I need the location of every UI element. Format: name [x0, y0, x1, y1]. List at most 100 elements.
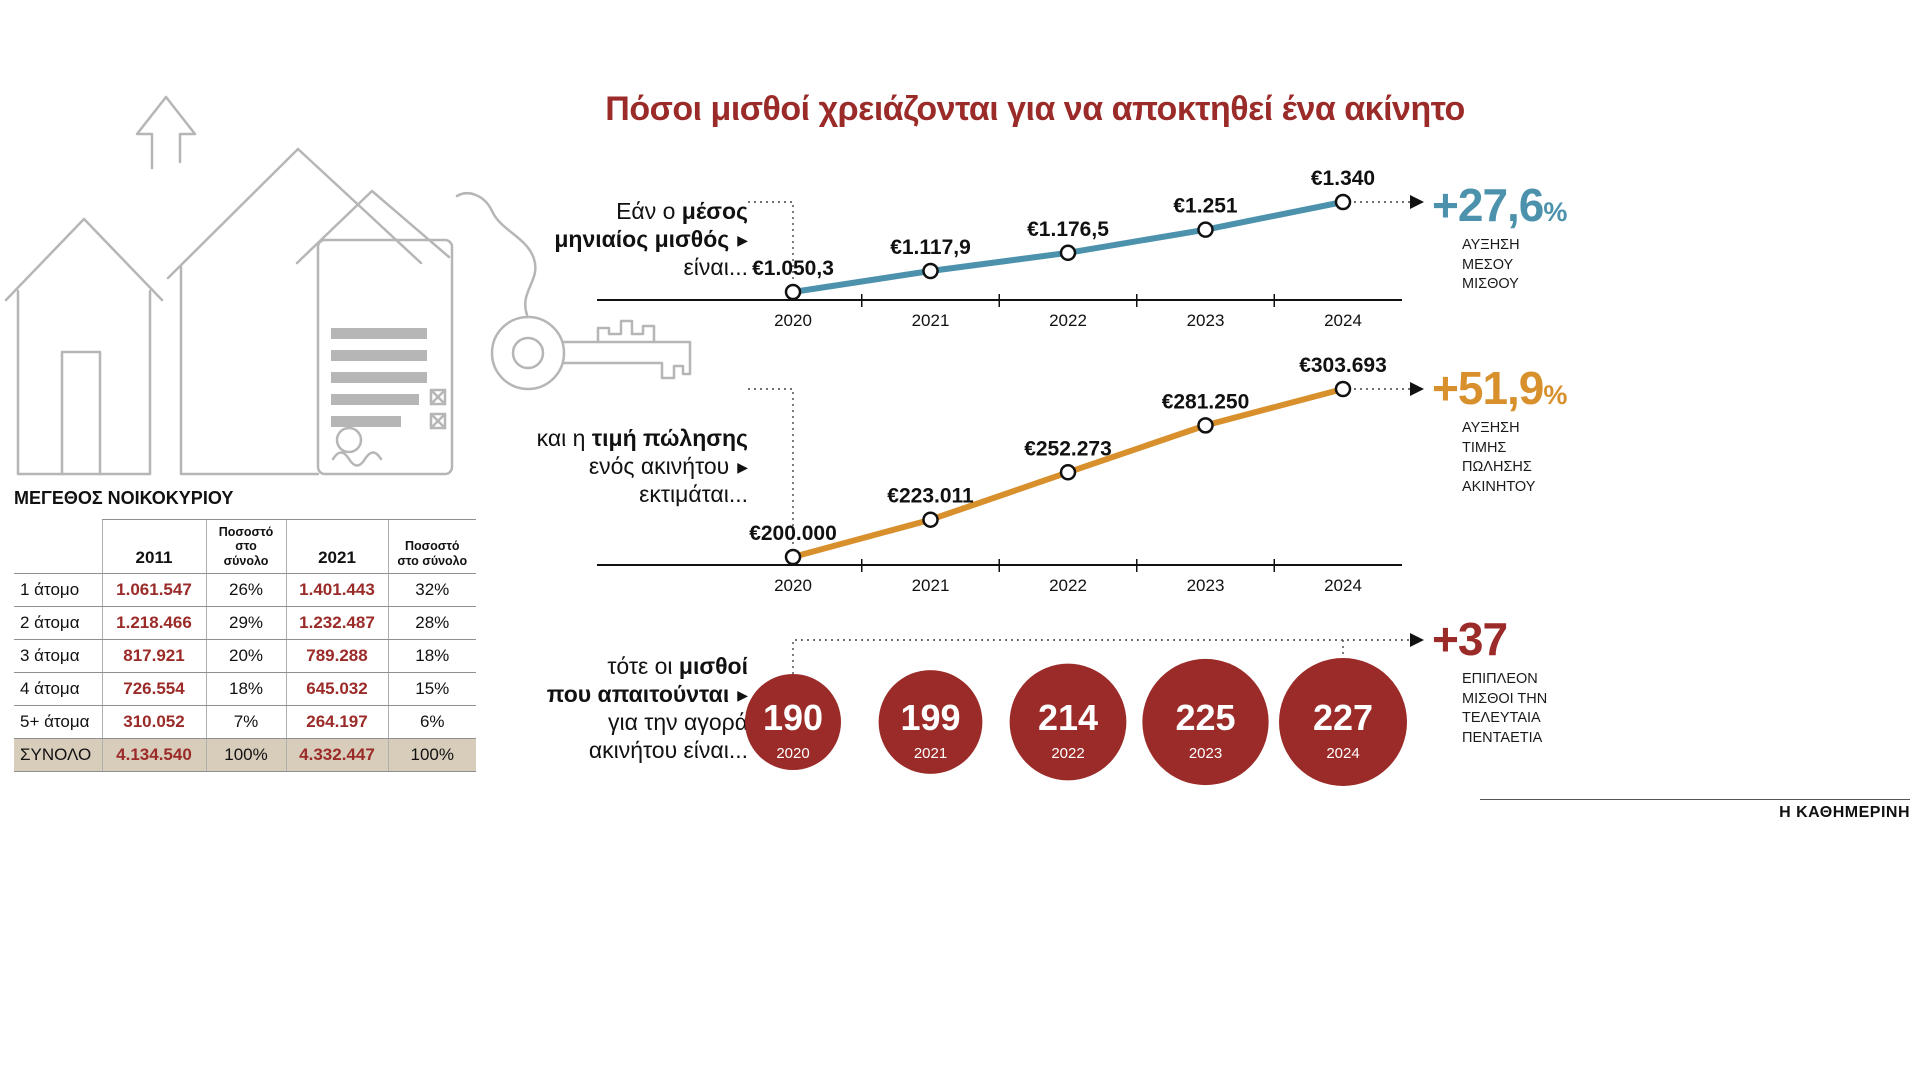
- table-cell: 310.052: [101, 705, 206, 740]
- key-bow-inner: [511, 336, 545, 370]
- house-left-roof: [4, 217, 164, 302]
- arrow-head-icon: [1410, 633, 1424, 647]
- table-cell: 817.921: [101, 639, 206, 674]
- dotted-leader: [748, 388, 794, 548]
- year-label: 2023: [1187, 576, 1225, 595]
- price-increase-caption: ΑΥΞΗΣΗ ΤΙΜΗΣ ΠΩΛΗΣΗΣ ΑΚΙΝΗΤΟΥ: [1462, 420, 1536, 495]
- data-point: [1059, 464, 1077, 481]
- value-label: €1.340: [1311, 167, 1375, 190]
- wages-increase-caption: ΕΠΙΠΛΕΟΝ ΜΙΣΘΟΙ ΤΗΝ ΤΕΛΕΥΤΑΙΑ ΠΕΝΤΑΕΤΙΑ: [1462, 671, 1548, 746]
- table-total-row: ΣΥΝΟΛΟ 4.134.540 100% 4.332.447 100%: [14, 738, 476, 773]
- column-header: Ποσοστό στο σύνολο: [205, 518, 286, 575]
- table-cell: 645.032: [285, 672, 388, 707]
- checkbox-x-icon: [429, 412, 447, 430]
- table-cell: 26%: [205, 573, 286, 608]
- table-row: 3 άτομα 817.921 20% 789.288 18%: [14, 639, 476, 674]
- wages-annotation: τότε οι μισθοί που απαιτούνται ▶ για την αγ…: [546, 653, 748, 764]
- document-checkbox: [429, 388, 447, 406]
- chimney-arrow: [135, 95, 197, 170]
- table-row: 4 άτομα 726.554 18% 645.032 15%: [14, 672, 476, 707]
- data-point: [1334, 193, 1352, 211]
- data-point: [1334, 380, 1352, 398]
- table-row: 5+ άτομα 310.052 7% 264.197 6%: [14, 705, 476, 740]
- data-point: [922, 511, 939, 528]
- house-left-door: [60, 350, 102, 476]
- table-row: 1 άτομο 1.061.547 26% 1.401.443 32%: [14, 573, 476, 608]
- table-cell: 20%: [205, 639, 286, 674]
- header-empty: [14, 519, 102, 575]
- arrow-head-icon: [1410, 382, 1424, 396]
- salary-annotation: Εάν ο μέσος μηνιαίος μισθός ▶ είναι...: [554, 198, 748, 281]
- house-left-body: [16, 289, 152, 476]
- document-text-lines: [331, 328, 427, 427]
- wage-bubble: [1279, 658, 1407, 786]
- year-label: 2020: [774, 311, 812, 330]
- data-point: [922, 262, 939, 280]
- document-seal: [335, 426, 363, 454]
- table-cell: 1.061.547: [101, 573, 206, 608]
- publisher-logo: Η ΚΑΘΗΜΕΡΙΝΗ: [1779, 804, 1910, 821]
- wage-bubble: [1142, 658, 1269, 786]
- data-point: [784, 548, 802, 566]
- wage-bubble: [745, 674, 841, 770]
- year-label: 2020: [774, 576, 812, 595]
- table-cell: 789.288: [285, 639, 388, 674]
- table-cell: 1 άτομο: [14, 573, 102, 608]
- table-cell: 726.554: [101, 672, 206, 707]
- year-label: 2021: [912, 576, 950, 595]
- bubble-value: 190: [763, 697, 823, 738]
- pointer-triangle-icon: ▶: [737, 687, 748, 704]
- table-cell: 4 άτομα: [14, 672, 102, 707]
- arrow-head-icon: [1410, 195, 1424, 209]
- dotted-leader: [792, 639, 1410, 674]
- bubble-value: 225: [1175, 697, 1235, 738]
- house-middle-body: [179, 264, 320, 476]
- document-checkbox: [429, 412, 447, 430]
- data-point: [784, 283, 802, 301]
- pointer-triangle-icon: ▶: [737, 459, 748, 476]
- footer-rule: [1480, 799, 1910, 800]
- pointer-triangle-icon: ▶: [737, 232, 748, 249]
- value-label: €1.117,9: [890, 236, 971, 259]
- infographic-title: Πόσοι μισθοί χρειάζονται για να αποκτηθε…: [605, 90, 1465, 128]
- houses-key-illustration: [4, 95, 692, 476]
- table-cell: 100%: [205, 738, 286, 773]
- document-signature: [331, 451, 383, 467]
- price-summary: +51,9% ΑΥΞΗΣΗ ΤΙΜΗΣ ΠΩΛΗΣΗΣ ΑΚΙΝΗΤΟΥ: [1432, 365, 1607, 497]
- sketch-outlines: [4, 95, 692, 476]
- table-cell: 15%: [387, 672, 476, 707]
- bubble-year: 2022: [1051, 745, 1084, 762]
- household-table-title: ΜΕΓΕΘΟΣ ΝΟΙΚΟΚΥΡΙΟΥ: [14, 488, 234, 508]
- year-label: 2023: [1187, 311, 1225, 330]
- wages-increase-value: +37: [1432, 613, 1508, 665]
- value-label: €281.250: [1162, 390, 1250, 413]
- salary-summary: +27,6% ΑΥΞΗΣΗ ΜΕΣΟΥ ΜΙΣΘΟΥ: [1432, 182, 1607, 295]
- house-right-roof: [295, 189, 451, 265]
- value-label: €223.011: [887, 485, 974, 508]
- column-header: 2021: [285, 518, 388, 575]
- table-cell: 6%: [387, 705, 476, 740]
- year-label: 2022: [1049, 311, 1087, 330]
- bubble-year: 2020: [776, 745, 809, 762]
- price-annotation: και η τιμή πώλησης ενός ακινήτου ▶ εκτιμάτα…: [536, 425, 748, 508]
- table-cell: 264.197: [285, 705, 388, 740]
- bubble-year: 2023: [1189, 745, 1222, 762]
- year-label: 2022: [1049, 576, 1087, 595]
- wage-bubble: [878, 670, 983, 774]
- bubble-year: 2024: [1326, 745, 1359, 762]
- wages-summary: +37 ΕΠΙΠΛΕΟΝ ΜΙΣΘΟΙ ΤΗΝ ΤΕΛΕΥΤΑΙΑ ΠΕΝΤΑΕΤΙΑ: [1432, 616, 1607, 748]
- house-middle-roof: [166, 147, 423, 280]
- table-cell: 28%: [387, 606, 476, 641]
- table-cell: 7%: [205, 705, 286, 740]
- table-cell: 4.332.447: [285, 738, 388, 773]
- year-label: 2024: [1324, 311, 1362, 330]
- table-cell: 32%: [387, 573, 476, 608]
- table-header: 2011 Ποσοστό στο σύνολο 2021 Ποσοστό στο σύ…: [14, 518, 476, 575]
- table-cell: 3 άτομα: [14, 639, 102, 674]
- data-point: [1197, 417, 1214, 434]
- wage-bubble: [1009, 663, 1127, 781]
- value-label: €1.176,5: [1027, 218, 1109, 241]
- value-label: €303.693: [1299, 354, 1387, 377]
- table-cell: 1.232.487: [285, 606, 388, 641]
